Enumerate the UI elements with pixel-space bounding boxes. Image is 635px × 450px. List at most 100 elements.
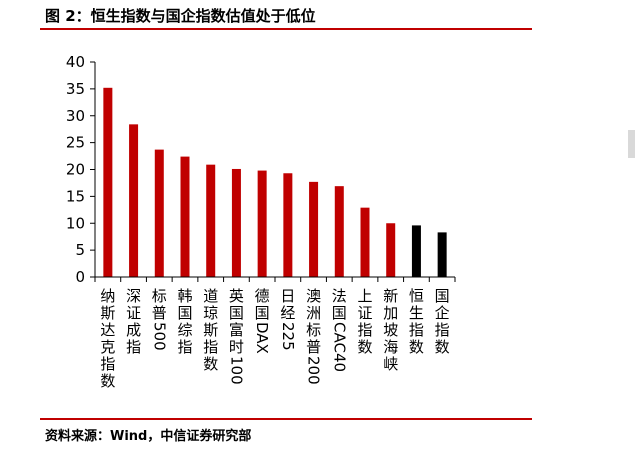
bar [129,124,139,277]
x-tick-label-char: 数 [100,372,115,390]
bar [334,186,344,277]
y-tick-label: 20 [66,161,85,179]
source-note: 资料来源：Wind，中信证券研究部 [45,429,252,444]
x-tick-label-char: 洲 [306,304,321,322]
x-tick-label-segment: DAX [253,322,271,354]
bar [231,168,241,277]
bar [411,225,421,277]
x-tick-label-char: 指 [409,321,424,339]
bar [206,164,216,277]
x-tick-label-char: 琼 [203,304,218,322]
x-tick-label-segment: 225 [279,322,297,351]
x-tick-label-char: 标 [152,287,167,305]
x-tick-label-char: 达 [100,321,115,339]
x-tick-label-char: 纳 [100,287,115,305]
x-tick-label-segment: 500 [150,322,168,351]
x-tick-label-char: 上 [357,287,372,305]
x-tick-label-char: 标 [306,321,321,339]
y-axis: 0 5 10 15 20 25 30 35 40 [66,53,96,286]
x-tick-label-char: 证 [357,304,372,322]
x-tick-label-char: 普 [306,338,321,356]
x-tick-label-segment: 200 [305,356,323,385]
chart-title: 图 2：恒生指数与国企指数估值处于低位 [45,7,316,25]
bars [103,87,447,277]
x-tick-label-char: 日 [280,287,295,305]
x-tick-label-char: 国 [177,304,192,322]
x-tick-label-char: 时 [229,338,244,356]
x-tick-label-char: 富 [229,321,244,339]
y-tick-label: 0 [75,268,85,286]
x-tick-label-char: 深 [126,287,141,305]
x-tick-label-char: 坡 [383,321,398,339]
y-tick-label: 30 [66,107,85,125]
bar [437,232,447,277]
x-tick-label-char: 英 [229,287,244,305]
y-tick-label: 5 [75,241,85,259]
x-tick-label: 国企指数 [435,287,450,356]
bar [180,156,190,277]
x-tick-label-char: 数 [357,338,372,356]
x-tick-label-char: 斯 [203,321,218,339]
x-tick-label-char: 成 [126,321,141,339]
x-axis: 纳斯达克指数深证成指标普500韩国综指道琼斯指数英国富时100德国DAX日经22… [94,276,456,390]
x-tick-label-char: 国 [255,304,270,322]
x-tick-label-char: 澳 [306,287,321,305]
title-rule [40,28,532,30]
y-tick-label: 35 [66,80,85,98]
source-rule [40,418,532,420]
y-tick-label: 25 [66,134,85,152]
bar [309,181,319,277]
x-tick-label-char: 国 [229,304,244,322]
x-tick-label-char: 加 [383,304,398,322]
x-tick-label-char: 经 [280,304,295,322]
x-tick-label-char: 恒 [409,287,424,305]
x-tick-label-char: 新 [383,287,398,305]
bar [257,170,267,277]
x-tick-label-char: 德 [255,287,270,305]
bar [103,87,113,277]
x-tick-label-char: 生 [409,304,424,322]
bar [386,223,396,277]
y-tick-label: 40 [66,53,85,71]
bar [360,207,370,277]
x-tick-label-char: 斯 [100,304,115,322]
bar [283,173,293,277]
y-tick-label: 15 [66,187,85,205]
x-tick-label-char: 证 [126,304,141,322]
x-tick-label-char: 指 [126,338,141,356]
x-tick-label-char: 指 [100,355,115,373]
x-tick-label-char: 数 [435,338,450,356]
x-tick-label-char: 指 [177,338,192,356]
x-tick-label-char: 韩 [177,287,192,305]
x-tick-label-char: 数 [203,355,218,373]
x-tick-label-char: 普 [152,304,167,322]
x-tick-label-char: 克 [100,338,115,356]
x-tick-label-char: 峡 [383,355,398,373]
x-tick-label-char: 综 [177,321,192,339]
bar [154,149,164,277]
x-tick-label-char: 企 [435,304,450,322]
x-tick-label-char: 国 [435,287,450,305]
x-tick-label-segment: CAC40 [330,322,348,372]
x-tick-label-char: 国 [332,304,347,322]
x-tick-label-char: 指 [435,321,450,339]
x-tick-label-char: 道 [203,287,218,305]
x-tick-label: 恒生指数 [409,287,424,356]
x-tick-label-char: 数 [409,338,424,356]
x-tick-label-char: 法 [332,287,347,305]
x-tick-label-char: 指 [357,321,372,339]
x-tick-label-segment: 100 [227,356,245,385]
